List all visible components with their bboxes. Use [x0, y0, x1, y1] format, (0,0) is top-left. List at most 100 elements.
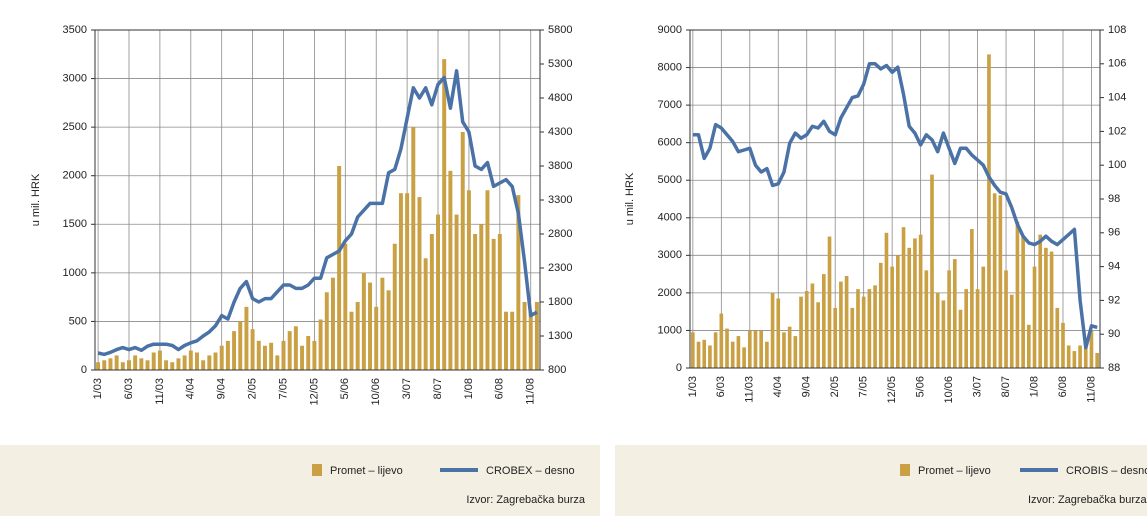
bar	[460, 132, 465, 370]
y2-tick-label: 88	[1108, 362, 1120, 374]
x-tick-label: 8/07	[1000, 376, 1012, 397]
bar	[275, 355, 280, 370]
source-note: Izvor: Zagrebačka burza	[1028, 494, 1147, 506]
bar	[145, 360, 150, 370]
bar	[528, 311, 533, 370]
bar	[120, 362, 125, 370]
bar	[1072, 351, 1077, 368]
bar	[896, 255, 900, 368]
y-tick-label: 1000	[658, 324, 682, 336]
bar	[176, 358, 181, 370]
bar	[213, 352, 218, 370]
x-tick-label: 4/04	[185, 378, 197, 399]
bar	[776, 298, 781, 368]
bar	[139, 358, 144, 370]
bar	[330, 277, 335, 370]
bar	[873, 285, 877, 368]
y-tick-label: 8000	[658, 61, 682, 73]
bar	[225, 340, 230, 370]
y2-tick-label: 94	[1108, 261, 1120, 273]
x-tick-label: 11/08	[525, 378, 537, 405]
bar	[787, 326, 792, 368]
x-tick-label: 9/04	[216, 378, 228, 399]
bar	[691, 332, 695, 368]
bar	[725, 328, 729, 368]
y2-tick-label: 100	[1108, 159, 1126, 171]
y-tick-label: 1000	[63, 267, 87, 279]
bar	[232, 331, 237, 370]
y-tick-label: 3500	[63, 24, 87, 36]
bar	[941, 300, 946, 368]
source-note: Izvor: Zagrebačka burza	[466, 494, 585, 506]
bar	[133, 355, 138, 370]
bar	[114, 355, 119, 370]
x-tick-label: 12/05	[308, 378, 320, 406]
bar	[742, 347, 746, 368]
bar	[479, 224, 484, 370]
bar	[522, 302, 527, 370]
x-tick-label: 6/08	[494, 378, 506, 399]
y2-tick-label: 5300	[548, 58, 572, 70]
bar	[238, 321, 243, 370]
x-tick-label: 5/06	[339, 378, 351, 399]
bar	[188, 350, 193, 370]
bar	[970, 229, 974, 368]
x-tick-label: 2/05	[829, 376, 841, 397]
bar	[947, 270, 951, 368]
bar	[1044, 247, 1048, 368]
x-tick-label: 12/05	[886, 376, 898, 404]
bar	[398, 193, 403, 370]
bar	[448, 170, 453, 370]
x-tick-label: 4/04	[772, 376, 784, 397]
bar	[782, 332, 786, 368]
bar	[281, 340, 286, 370]
bar	[454, 214, 459, 370]
x-tick-label: 9/04	[801, 376, 813, 397]
bar	[759, 330, 764, 368]
x-tick-label: 6/08	[1057, 376, 1069, 397]
bar	[374, 306, 379, 370]
bar	[337, 166, 342, 370]
y2-tick-label: 98	[1108, 193, 1120, 205]
bar	[182, 355, 187, 370]
bar	[262, 345, 267, 370]
y2-tick-label: 102	[1108, 125, 1126, 137]
bar	[1083, 345, 1088, 368]
bar	[1004, 270, 1008, 368]
bar	[1055, 307, 1060, 368]
y-tick-label: 2000	[63, 170, 87, 182]
legend-label: CROBEX – desno	[486, 465, 575, 477]
legend-swatch	[900, 464, 910, 476]
bar	[244, 306, 249, 370]
bar	[1089, 330, 1094, 368]
x-tick-label: 3/07	[971, 376, 983, 397]
bar	[696, 341, 701, 368]
y-tick-label: 2000	[658, 287, 682, 299]
x-tick-label: 6/03	[715, 376, 727, 397]
bar	[423, 258, 428, 370]
bar	[770, 292, 775, 368]
bar	[730, 341, 735, 368]
y2-tick-label: 3800	[548, 160, 572, 172]
y-tick-label: 2500	[63, 121, 87, 133]
bar	[287, 331, 292, 370]
bar	[96, 362, 101, 370]
y2-tick-label: 1300	[548, 330, 572, 342]
line	[692, 62, 1098, 350]
bar	[816, 302, 820, 368]
x-tick-label: 11/08	[1085, 376, 1097, 403]
x-tick-label: 3/07	[401, 378, 413, 399]
y2-tick-label: 90	[1108, 328, 1120, 340]
bar	[975, 289, 980, 368]
plot-frame	[689, 29, 1101, 369]
y2-tick-label: 4800	[548, 92, 572, 104]
bar	[504, 311, 508, 370]
x-tick-label: 10/06	[943, 376, 955, 404]
legend-label: Promet – lijevo	[330, 465, 403, 477]
bar	[195, 352, 199, 370]
x-tick-label: 1/03	[92, 378, 104, 399]
bar	[324, 292, 329, 370]
y-tick-label: 5000	[658, 174, 682, 186]
bar	[833, 307, 838, 368]
bar	[392, 243, 397, 370]
